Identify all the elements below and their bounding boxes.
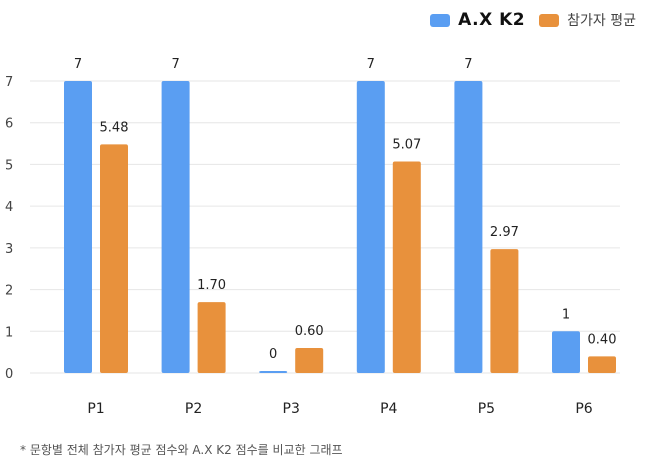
data-label: 0.60 [295, 324, 324, 339]
x-tick-label: P6 [575, 401, 592, 417]
bar-participant-average [490, 249, 519, 373]
data-label: 2.97 [490, 225, 519, 240]
x-tick-label: P5 [478, 401, 495, 417]
bar-participant-average [588, 356, 616, 373]
bar-ax-k2 [64, 81, 92, 373]
x-tick-label: P1 [87, 401, 104, 417]
data-label: 7 [464, 57, 472, 72]
data-label: 5.48 [100, 120, 129, 135]
data-label: 0 [269, 347, 277, 362]
bar-ax-k2 [454, 81, 483, 373]
bar-participant-average [295, 347, 324, 373]
bar-ax-k2 [161, 81, 190, 373]
bar-participant-average [100, 144, 128, 373]
data-label: 7 [74, 57, 82, 72]
data-label: 5.07 [392, 138, 421, 153]
legend-label-participant-average: 참가자 평균 [567, 13, 636, 29]
legend-item-participant-average: 참가자 평균 [539, 10, 636, 30]
bar-participant-average [392, 161, 421, 373]
y-tick-label: 7 [5, 75, 13, 90]
y-tick-label: 6 [5, 117, 13, 132]
footnote: * 문항별 전체 참가자 평균 점수와 A.X K2 점수를 비교한 그래프 [20, 443, 343, 457]
bar-participant-average [197, 302, 226, 373]
legend-item-ax-k2: A.X K2 [430, 10, 525, 30]
legend-swatch-participant-average [539, 13, 560, 27]
y-tick-label: 1 [5, 325, 13, 340]
x-tick-label: P4 [380, 401, 397, 417]
bar-ax-k2 [259, 371, 288, 373]
y-tick-label: 3 [5, 242, 13, 257]
legend-swatch-ax-k2 [430, 13, 451, 27]
data-label: 0.40 [588, 332, 617, 347]
data-label: 1 [562, 307, 570, 322]
data-label: 7 [171, 57, 179, 72]
data-label: 1.70 [197, 278, 226, 293]
bar-ax-k2 [356, 81, 385, 373]
y-tick-label: 0 [5, 367, 13, 382]
data-label: 7 [367, 57, 375, 72]
legend-label-ax-k2: A.X K2 [458, 10, 526, 30]
y-tick-label: 4 [5, 200, 13, 215]
y-tick-label: 5 [5, 158, 13, 173]
x-tick-label: P2 [185, 401, 202, 417]
x-tick-label: P3 [283, 401, 300, 417]
legend: A.X K2 참가자 평균 [430, 10, 636, 30]
y-tick-label: 2 [5, 284, 13, 299]
bar-ax-k2 [552, 331, 580, 373]
